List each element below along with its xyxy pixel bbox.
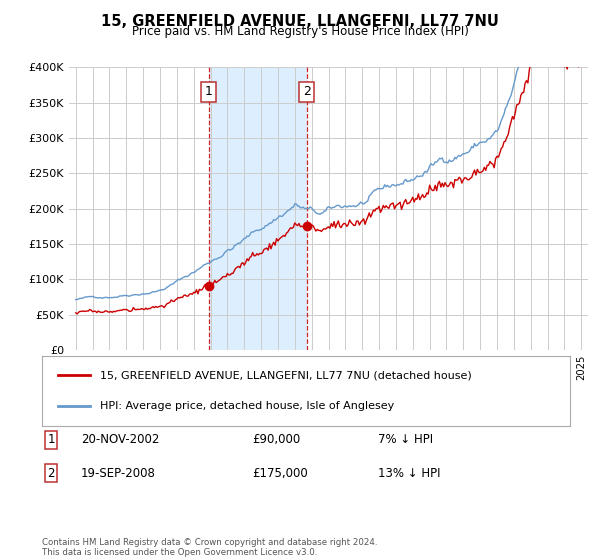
Text: £175,000: £175,000 <box>252 466 308 480</box>
Text: 13% ↓ HPI: 13% ↓ HPI <box>378 466 440 480</box>
Text: 7% ↓ HPI: 7% ↓ HPI <box>378 433 433 446</box>
Text: 2: 2 <box>303 86 311 99</box>
Text: 1: 1 <box>205 86 212 99</box>
Text: 19-SEP-2008: 19-SEP-2008 <box>81 466 156 480</box>
Text: 1: 1 <box>47 433 55 446</box>
Text: 2: 2 <box>47 466 55 480</box>
Bar <box>209 67 307 350</box>
Text: 15, GREENFIELD AVENUE, LLANGEFNI, LL77 7NU: 15, GREENFIELD AVENUE, LLANGEFNI, LL77 7… <box>101 14 499 29</box>
Text: Price paid vs. HM Land Registry's House Price Index (HPI): Price paid vs. HM Land Registry's House … <box>131 25 469 38</box>
Text: Contains HM Land Registry data © Crown copyright and database right 2024.
This d: Contains HM Land Registry data © Crown c… <box>42 538 377 557</box>
Text: 20-NOV-2002: 20-NOV-2002 <box>81 433 160 446</box>
Text: HPI: Average price, detached house, Isle of Anglesey: HPI: Average price, detached house, Isle… <box>100 401 394 411</box>
Text: £90,000: £90,000 <box>252 433 300 446</box>
Text: 15, GREENFIELD AVENUE, LLANGEFNI, LL77 7NU (detached house): 15, GREENFIELD AVENUE, LLANGEFNI, LL77 7… <box>100 370 472 380</box>
